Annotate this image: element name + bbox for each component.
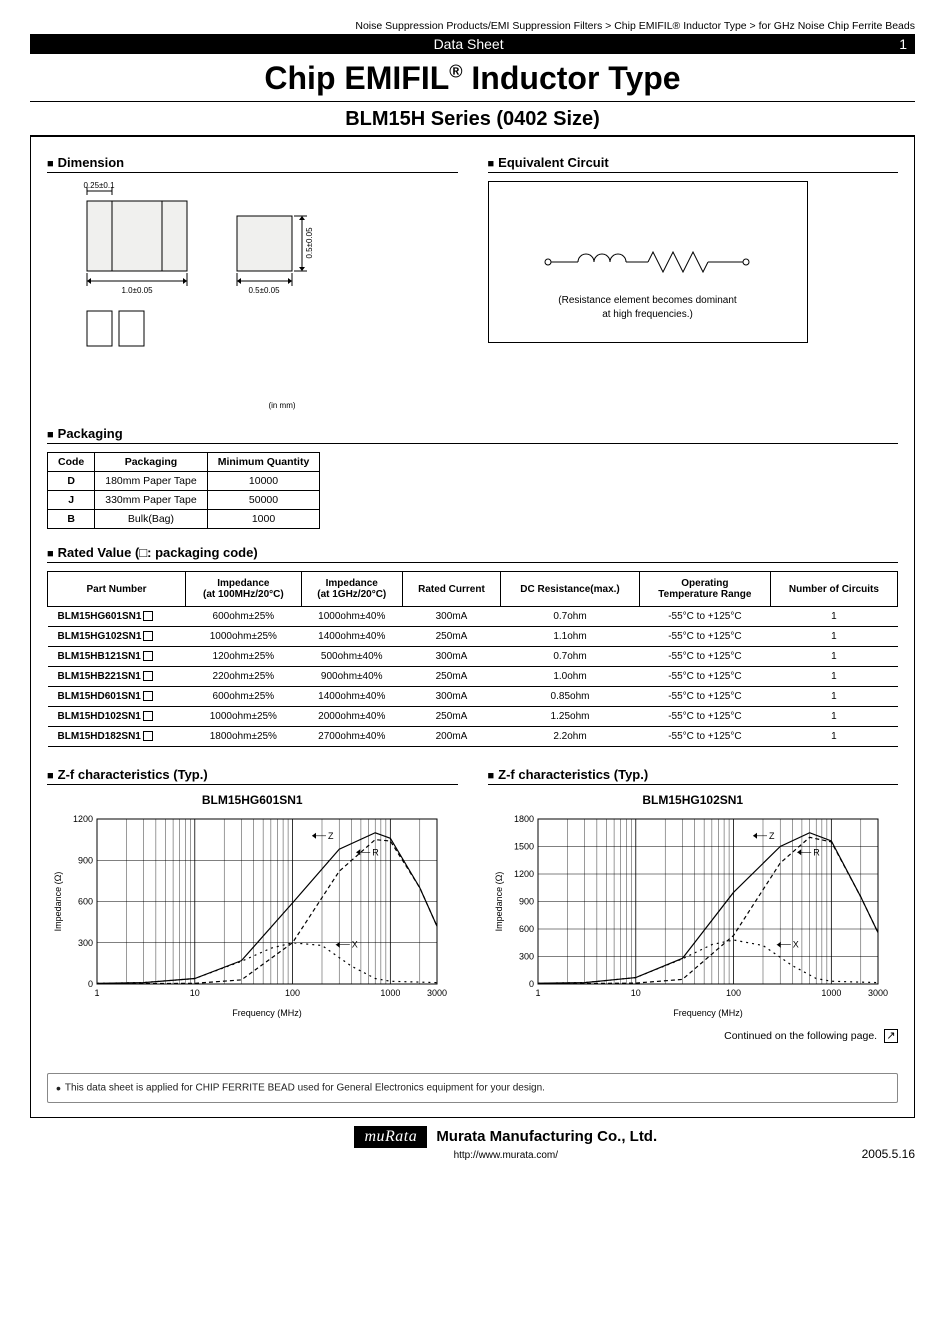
equivalent-circuit-box: (Resistance element becomes dominant at … (488, 181, 808, 343)
svg-text:3000: 3000 (427, 988, 447, 998)
rated-col: Rated Current (402, 572, 500, 607)
dim-top-w: 0.25±0.1 (83, 181, 115, 190)
table-row: BLM15HD182SN11800ohm±25%2700ohm±40%200mA… (48, 727, 898, 747)
continued-text: Continued on the following page. ↗ (47, 1029, 898, 1043)
svg-text:100: 100 (285, 988, 300, 998)
svg-text:100: 100 (726, 988, 741, 998)
document-date: 2005.5.16 (862, 1147, 915, 1161)
table-row: BLM15HG601SN1600ohm±25%1000ohm±40%300mA0… (48, 607, 898, 627)
svg-text:300: 300 (518, 952, 533, 962)
page-number: 1 (899, 36, 907, 52)
svg-text:0: 0 (88, 979, 93, 989)
brand-logo: muRata (354, 1126, 427, 1148)
svg-text:R: R (813, 847, 820, 857)
dimension-heading: ■Dimension (47, 155, 458, 173)
svg-text:0: 0 (528, 979, 533, 989)
rated-col: Number of Circuits (770, 572, 897, 607)
table-row: BLM15HB221SN1220ohm±25%900ohm±40%250mA1.… (48, 667, 898, 687)
rated-value-table: Part NumberImpedance(at 100MHz/20°C)Impe… (47, 571, 898, 747)
chart2-title: BLM15HG102SN1 (488, 793, 899, 807)
breadcrumb: Noise Suppression Products/EMI Suppressi… (30, 20, 915, 32)
svg-text:600: 600 (518, 924, 533, 934)
packaging-col: Packaging (95, 453, 207, 472)
dimension-unit: (in mm) (268, 401, 295, 410)
dimension-section: ■Dimension 0.25±0.1 (47, 155, 458, 410)
equivalent-circuit-icon (538, 242, 758, 282)
header-title: Data Sheet (38, 36, 899, 52)
svg-text:10: 10 (630, 988, 640, 998)
table-row: BLM15HB121SN1120ohm±25%500ohm±40%300mA0.… (48, 647, 898, 667)
svg-text:1800: 1800 (513, 814, 533, 824)
content-area: ■Dimension 0.25±0.1 (30, 137, 915, 1118)
table-row: BLM15HD601SN1600ohm±25%1400ohm±40%300mA0… (48, 687, 898, 707)
dim-side-h: 0.5±0.05 (305, 227, 314, 259)
rated-col: Impedance(at 1GHz/20°C) (301, 572, 402, 607)
svg-text:R: R (372, 847, 379, 857)
rated-col: Part Number (48, 572, 186, 607)
rated-col: Impedance(at 100MHz/20°C) (186, 572, 302, 607)
footnote: •This data sheet is applied for CHIP FER… (47, 1073, 898, 1103)
chart1-section: ■Z-f characteristics (Typ.) BLM15HG601SN… (47, 767, 458, 1019)
svg-text:600: 600 (78, 897, 93, 907)
svg-text:900: 900 (518, 897, 533, 907)
svg-text:10: 10 (190, 988, 200, 998)
product-title: Chip EMIFIL® Inductor Type (30, 54, 915, 102)
product-subtitle: BLM15H Series (0402 Size) (30, 102, 915, 137)
table-row: J330mm Paper Tape50000 (48, 491, 320, 510)
table-row: D180mm Paper Tape10000 (48, 472, 320, 491)
svg-text:Z: Z (769, 831, 775, 841)
svg-text:1: 1 (94, 988, 99, 998)
svg-text:X: X (792, 940, 798, 950)
svg-text:1200: 1200 (73, 814, 93, 824)
table-row: BLM15HG102SN11000ohm±25%1400ohm±40%250mA… (48, 627, 898, 647)
rated-value-heading: ■Rated Value (□: packaging code) (47, 545, 898, 563)
company-name: Murata Manufacturing Co., Ltd. (436, 1128, 657, 1145)
svg-text:900: 900 (78, 855, 93, 865)
dim-main-w: 1.0±0.05 (121, 286, 153, 295)
svg-text:X: X (352, 940, 358, 950)
chart1-heading: ■Z-f characteristics (Typ.) (47, 767, 458, 785)
table-row: BLM15HD102SN11000ohm±25%2000ohm±40%250mA… (48, 707, 898, 727)
svg-text:3000: 3000 (867, 988, 887, 998)
rated-col: OperatingTemperature Range (639, 572, 770, 607)
packaging-col: Code (48, 453, 95, 472)
packaging-table: CodePackagingMinimum Quantity D180mm Pap… (47, 452, 320, 529)
chart2-heading: ■Z-f characteristics (Typ.) (488, 767, 899, 785)
dimension-drawing-left: 0.25±0.1 1.0±0.05 (57, 181, 207, 351)
svg-text:Impedance (Ω): Impedance (Ω) (494, 872, 504, 932)
equivalent-caption-2: at high frequencies.) (558, 308, 736, 322)
svg-text:1000: 1000 (380, 988, 400, 998)
svg-text:1000: 1000 (821, 988, 841, 998)
chart1-title: BLM15HG601SN1 (47, 793, 458, 807)
svg-text:300: 300 (78, 938, 93, 948)
footer: muRata Murata Manufacturing Co., Ltd. ht… (30, 1126, 915, 1161)
svg-text:1: 1 (535, 988, 540, 998)
chart2-section: ■Z-f characteristics (Typ.) BLM15HG102SN… (488, 767, 899, 1019)
equivalent-heading: ■Equivalent Circuit (488, 155, 899, 173)
svg-text:1500: 1500 (513, 842, 533, 852)
chart2-svg: 0 300 600 900 1200 1500 1800 1 10 100 1000 3000 Freq… (488, 809, 888, 1019)
equivalent-circuit-section: ■Equivalent Circuit (Resistance element … (488, 155, 899, 410)
table-row: BBulk(Bag)1000 (48, 510, 320, 529)
svg-text:Frequency (MHz): Frequency (MHz) (232, 1008, 302, 1018)
company-url: http://www.murata.com/ (150, 1150, 862, 1161)
svg-text:1200: 1200 (513, 869, 533, 879)
dim-side-w: 0.5±0.05 (248, 286, 280, 295)
svg-text:Impedance (Ω): Impedance (Ω) (53, 872, 63, 932)
dimension-drawing-right: 0.5±0.05 0.5±0.05 (227, 181, 337, 351)
svg-text:Frequency (MHz): Frequency (MHz) (673, 1008, 743, 1018)
rated-col: DC Resistance(max.) (501, 572, 640, 607)
svg-text:Z: Z (328, 831, 334, 841)
header-blackbar: Data Sheet 1 (30, 34, 915, 54)
packaging-heading: ■Packaging (47, 426, 898, 444)
equivalent-caption-1: (Resistance element becomes dominant (558, 294, 736, 308)
chart1-svg: 0 300 600 900 1200 1 10 100 1000 3000 Frequency (M… (47, 809, 447, 1019)
packaging-col: Minimum Quantity (207, 453, 320, 472)
next-page-icon: ↗ (884, 1029, 898, 1043)
